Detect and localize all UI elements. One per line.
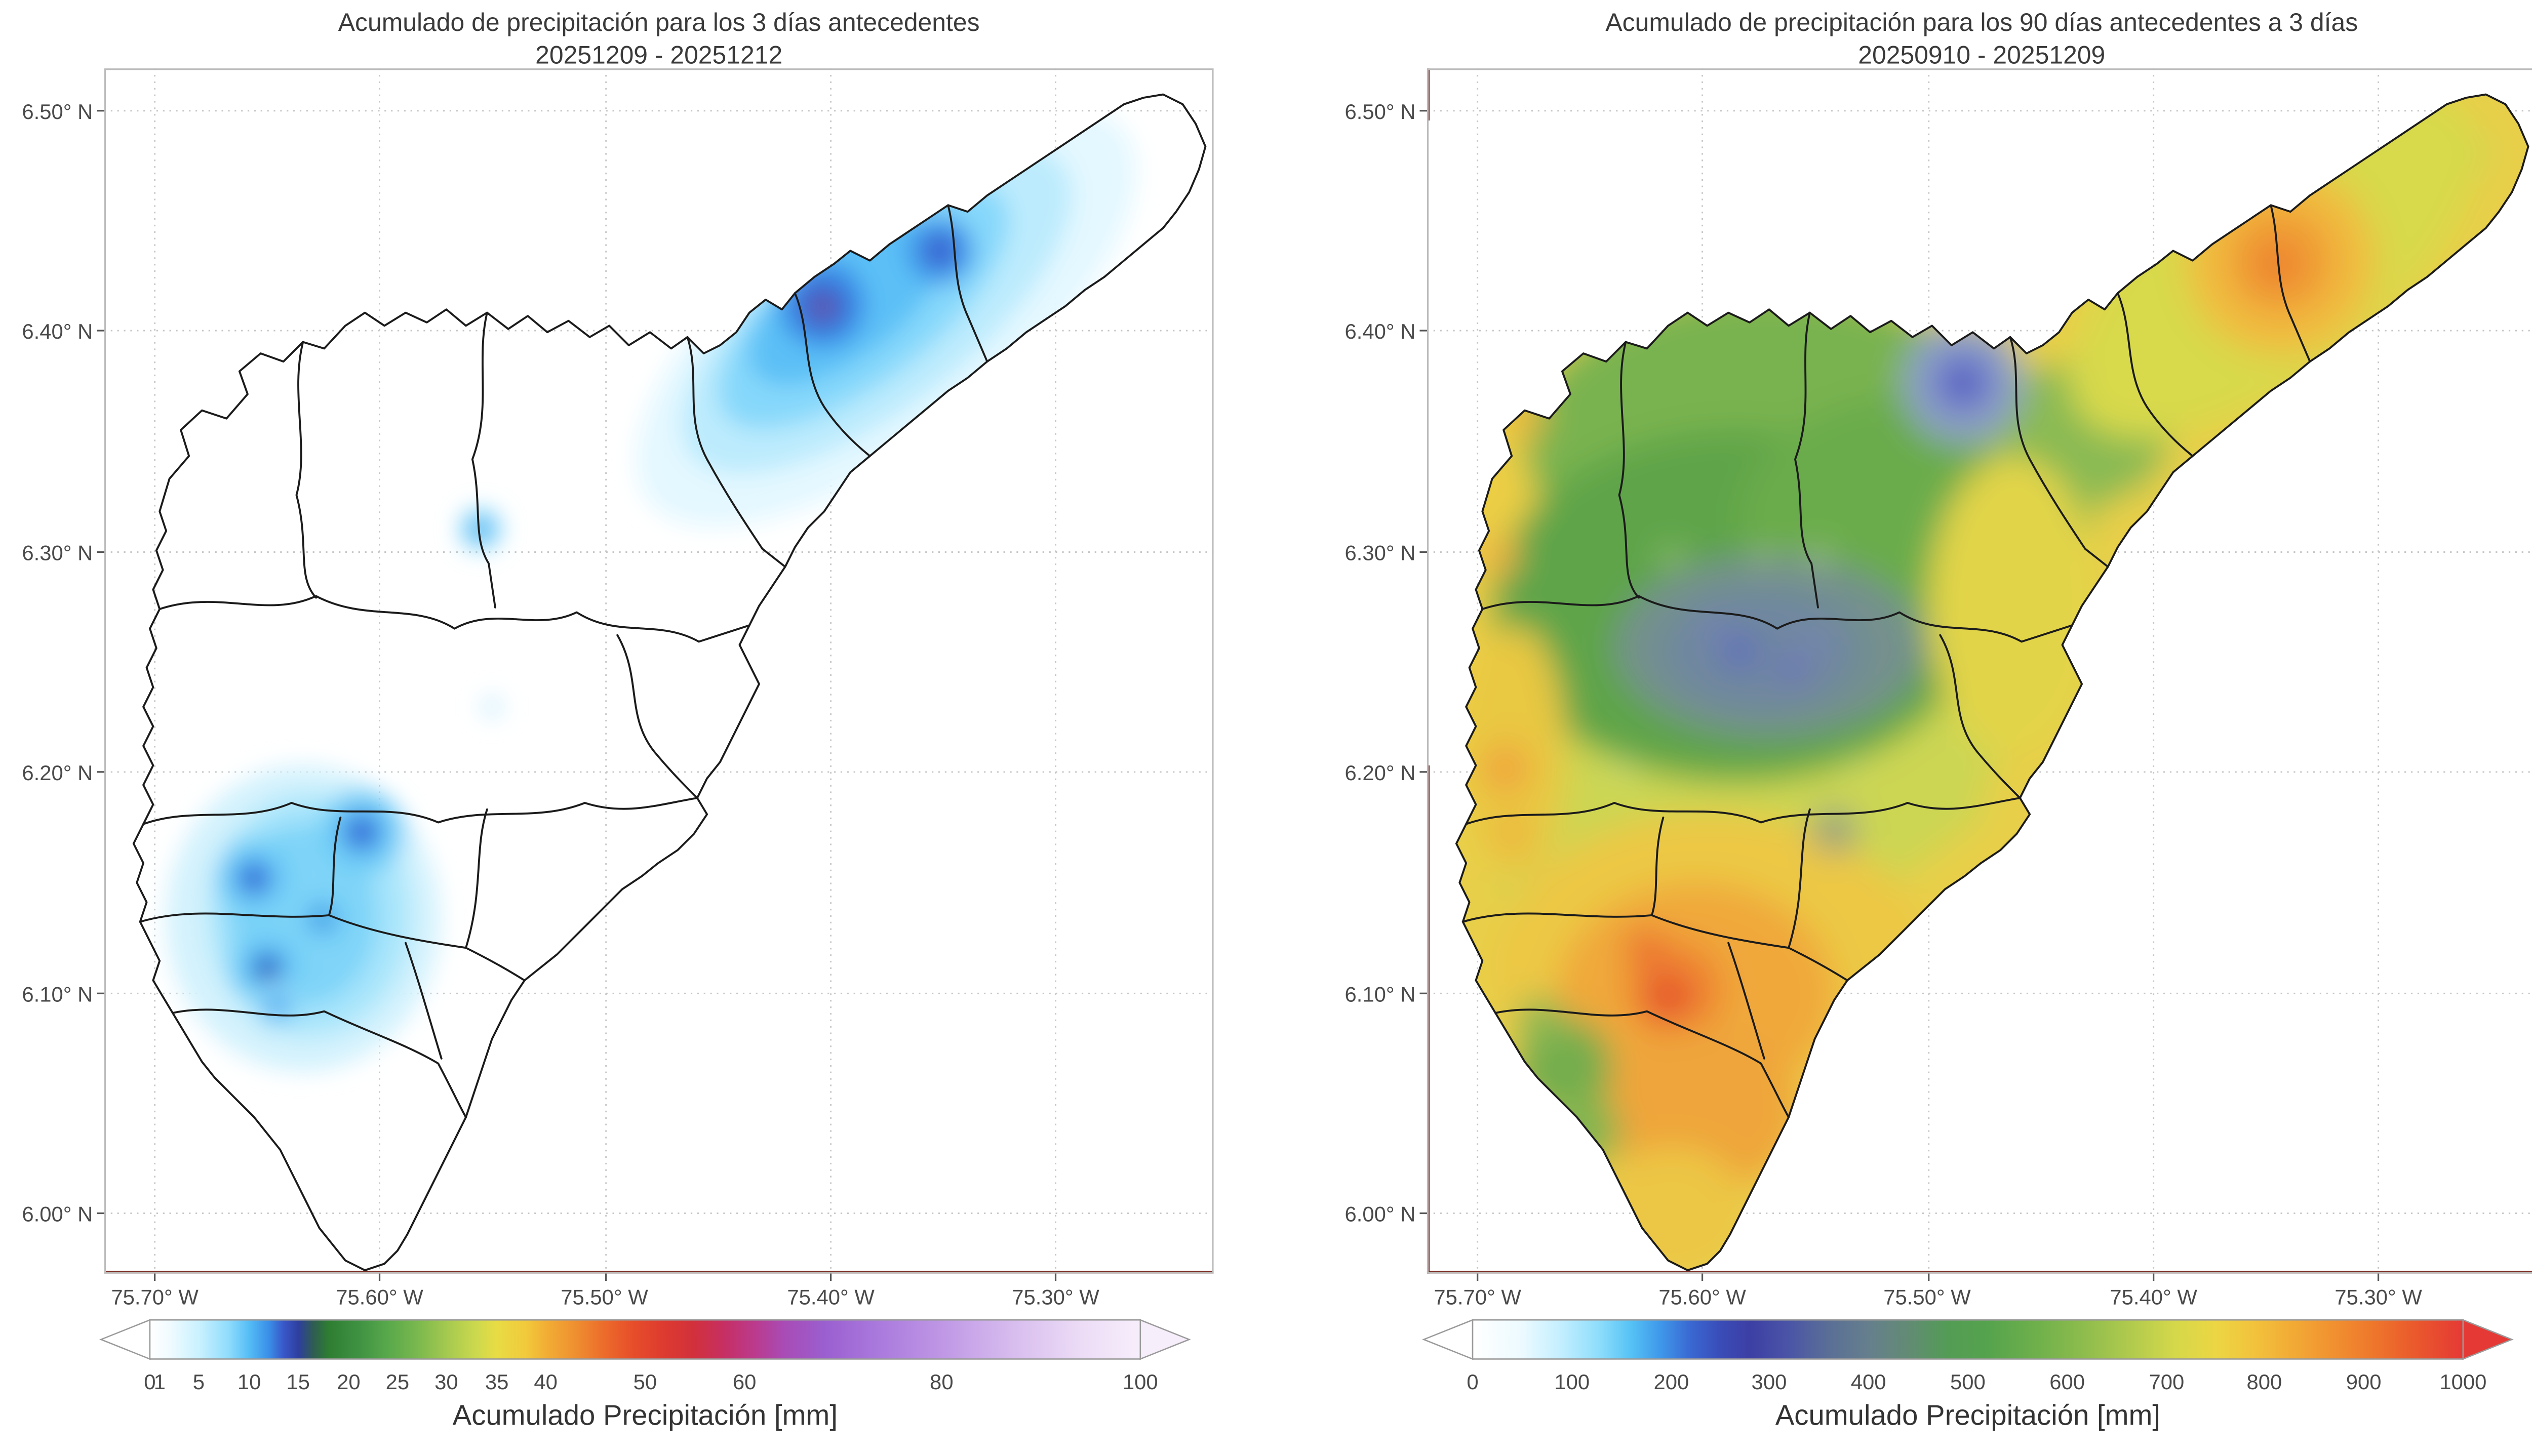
colorbar-tick-label: 1000 [2439, 1369, 2487, 1394]
colorbar-tick-label: 60 [732, 1369, 757, 1394]
map-3dias [97, 68, 1214, 1281]
colorbar-tick-label: 700 [2149, 1369, 2185, 1394]
colorbar-tick-label: 1 [153, 1369, 166, 1394]
axis-tick-marks [1419, 110, 2380, 1281]
plot-frame [104, 68, 1214, 1274]
colorbar-tick-label: 100 [1554, 1369, 1590, 1394]
panel-title: Acumulado de precipitación para los 90 d… [1427, 8, 2532, 73]
y-tick-label: 6.20° N [22, 760, 93, 785]
y-tick-label: 6.50° N [1344, 99, 1416, 124]
y-tick-label: 6.50° N [22, 99, 93, 124]
x-tick-label: 75.40° W [2110, 1285, 2197, 1310]
panel-title-line1: Acumulado de precipitación para los 3 dí… [338, 10, 980, 37]
colorbar-tick-label: 400 [1850, 1369, 1886, 1394]
colorbar-tick-label: 25 [385, 1369, 410, 1394]
colorbar-tick-label: 800 [2246, 1369, 2282, 1394]
colorbar-tick-label: 5 [192, 1369, 205, 1394]
y-tick-label: 6.40° N [22, 319, 93, 344]
colorbar-90dias [1422, 1319, 2514, 1360]
colorbar-tick-label: 200 [1653, 1369, 1689, 1394]
colorbar-tick-label: 40 [534, 1369, 558, 1394]
y-tick-label: 6.00° N [22, 1202, 93, 1227]
x-tick-label: 75.50° W [1883, 1285, 1971, 1310]
colorbar-over-arrow [2462, 1319, 2514, 1360]
panel-title-line1: Acumulado de precipitación para los 90 d… [1605, 10, 2358, 37]
colorbar-over-arrow [1139, 1319, 1191, 1360]
x-tick-label: 75.70° W [1434, 1285, 1521, 1310]
axis-tick-marks [97, 110, 1057, 1281]
colorbar-label: Acumulado Precipitación [mm] [452, 1399, 838, 1432]
colorbar-tick-label: 0 [1467, 1369, 1479, 1394]
panel-title-line2: 20250910 - 20251209 [1858, 42, 2106, 70]
panel-precip-3dias: Acumulado de precipitación para los 3 dí… [22, 8, 1214, 1432]
x-tick-label: 75.40° W [787, 1285, 875, 1310]
map-90dias [1419, 68, 2532, 1281]
y-tick-label: 6.10° N [1344, 982, 1416, 1007]
y-tick-label: 6.20° N [1344, 760, 1416, 785]
colorbar-tick-label: 35 [485, 1369, 509, 1394]
x-tick-label: 75.30° W [2335, 1285, 2422, 1310]
x-tick-label: 75.60° W [1658, 1285, 1746, 1310]
panel-precip-90dias: Acumulado de precipitación para los 90 d… [1323, 0, 2532, 1456]
x-tick-label: 75.70° W [111, 1285, 199, 1310]
colorbar-tick-label: 10 [237, 1369, 261, 1394]
x-tick-label: 75.50° W [561, 1285, 648, 1310]
x-tick-label: 75.30° W [1012, 1285, 1099, 1310]
y-tick-label: 6.30° N [1344, 540, 1416, 565]
colorbar-under-arrow [1422, 1319, 1474, 1360]
colorbar-3dias [99, 1319, 1191, 1360]
colorbar-tick-label: 100 [1122, 1369, 1158, 1394]
y-tick-label: 6.00° N [1344, 1202, 1416, 1227]
colorbar-tick-label: 30 [434, 1369, 458, 1394]
plot-frame [1427, 68, 2532, 1274]
y-tick-label: 6.30° N [22, 540, 93, 565]
colorbar-tick-label: 900 [2346, 1369, 2382, 1394]
colorbar-tick-label: 600 [2049, 1369, 2085, 1394]
panel-title: Acumulado de precipitación para los 3 dí… [104, 8, 1214, 73]
colorbar-tick-label: 0 [144, 1369, 156, 1394]
colorbar-gradient [1472, 1319, 2464, 1360]
panel-title-line2: 20251209 - 20251212 [535, 42, 783, 70]
colorbar-tick-label: 20 [337, 1369, 361, 1394]
precip-field-3dias [166, 105, 1136, 1072]
colorbar-tick-label: 300 [1751, 1369, 1787, 1394]
colorbar-tick-label: 15 [286, 1369, 310, 1394]
gridlines [104, 68, 1214, 1274]
colorbar-under-arrow [99, 1319, 151, 1360]
colorbar-gradient [149, 1319, 1141, 1360]
y-tick-label: 6.40° N [1344, 319, 1416, 344]
colorbar-tick-label: 50 [633, 1369, 657, 1394]
colorbar-tick-label: 80 [930, 1369, 954, 1394]
precip-field-90dias [1456, 94, 2528, 1271]
colorbar-label: Acumulado Precipitación [mm] [1775, 1399, 2161, 1432]
colorbar-tick-label: 500 [1950, 1369, 1986, 1394]
y-tick-label: 6.10° N [22, 982, 93, 1007]
x-tick-label: 75.60° W [336, 1285, 423, 1310]
